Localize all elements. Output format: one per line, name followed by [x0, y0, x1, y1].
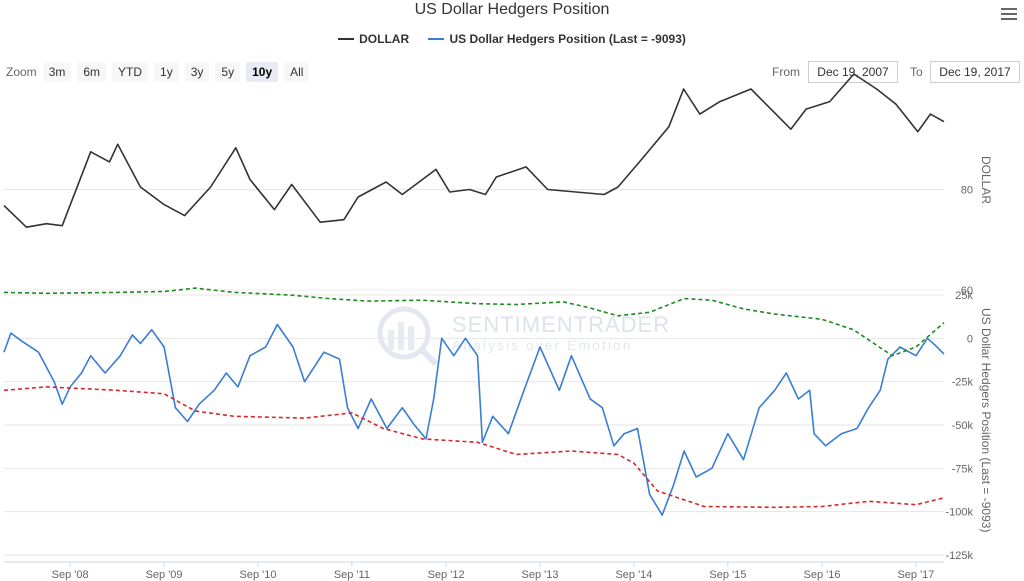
legend-item-hedgers[interactable]: US Dollar Hedgers Position (Last = -9093…	[428, 32, 686, 46]
y-tick-hedgers-6: -125k	[945, 550, 973, 562]
y-tick-dollar-1: 60	[961, 285, 973, 297]
zoom-button-5y[interactable]: 5y	[215, 62, 241, 82]
y-tick-hedgers-1: 0	[967, 333, 973, 345]
y-tick-hedgers-3: -50k	[952, 420, 974, 432]
y-tick-hedgers-4: -75k	[952, 463, 974, 475]
x-tick-7: Sep '15	[709, 569, 746, 581]
x-tick-0: Sep '08	[52, 569, 89, 581]
x-tick-1: Sep '09	[146, 569, 183, 581]
zoom-button-all[interactable]: All	[284, 62, 310, 82]
hedgers-gridlines	[4, 294, 944, 556]
zoom-label: Zoom	[6, 65, 37, 79]
series-line-hedgers-1[interactable]	[3, 287, 945, 357]
series-line-hedgers-0[interactable]	[3, 323, 945, 516]
legend-label-hedgers: US Dollar Hedgers Position (Last = -9093…	[449, 32, 686, 46]
hamburger-menu-icon[interactable]	[1001, 8, 1017, 22]
x-axis: Sep '08 Sep '09 Sep '10 Sep '11 Sep '12 Sep '…	[4, 561, 944, 581]
x-tick-4: Sep '12	[428, 569, 465, 581]
zoom-button-10y[interactable]: 10y	[246, 62, 279, 82]
hedgers-y-axis: 25k 0 -25k -50k -75k -100k -125k	[945, 290, 973, 562]
zoom-button-3m[interactable]: 3m	[42, 62, 72, 82]
dollar-gridlines	[4, 189, 944, 291]
zoom-button-6m[interactable]: 6m	[77, 62, 107, 82]
hedgers-plot	[3, 287, 945, 516]
y-tick-hedgers-0: 25k	[955, 290, 973, 302]
dollar-axis-title: DOLLAR	[979, 156, 993, 204]
x-tick-3: Sep '11	[334, 569, 370, 581]
y-tick-hedgers-2: -25k	[952, 377, 974, 389]
x-tick-8: Sep '16	[804, 569, 841, 581]
zoom-button-3y[interactable]: 3y	[184, 62, 210, 82]
chart-title: US Dollar Hedgers Position	[414, 1, 610, 18]
legend-swatch-hedgers	[428, 38, 445, 40]
legend-label-dollar: DOLLAR	[359, 32, 410, 46]
y-tick-dollar-0: 80	[961, 185, 973, 197]
dollar-y-axis: 80 60	[961, 185, 973, 297]
x-tick-9: Sep '17	[897, 569, 934, 581]
x-tick-2: Sep '10	[239, 569, 276, 581]
dollar-plot	[3, 73, 945, 228]
watermark-sub: Analysis over Emotion	[452, 337, 633, 353]
range-to-label: To	[910, 65, 923, 79]
zoom-button-ytd[interactable]: YTD	[112, 62, 149, 82]
legend-swatch-dollar	[338, 38, 355, 40]
hedgers-axis-title: US Dollar Hedgers Position (Last = -9093…	[979, 308, 993, 532]
range-from-label: From	[772, 65, 800, 79]
legend-item-dollar[interactable]: DOLLAR	[338, 32, 409, 46]
watermark-main: SENTIMENTRADER	[452, 312, 670, 337]
zoom-selector: Zoom 3m 6m YTD 1y 3y 5y 10y All	[6, 62, 315, 82]
legend: DOLLAR US Dollar Hedgers Position (Last …	[0, 29, 1024, 46]
range-to-input[interactable]: Dec 19, 2017	[930, 61, 1020, 83]
x-tick-5: Sep '13	[522, 569, 559, 581]
zoom-button-1y[interactable]: 1y	[154, 62, 179, 82]
series-line-dollar-0[interactable]	[3, 73, 945, 228]
y-tick-hedgers-5: -100k	[945, 507, 973, 519]
series-line-hedgers-2[interactable]	[3, 386, 945, 509]
watermark: SENTIMENTRADER Analysis over Emotion	[377, 306, 670, 367]
x-tick-6: Sep '14	[615, 569, 652, 581]
range-from-input[interactable]: Dec 19, 2007	[808, 61, 898, 83]
